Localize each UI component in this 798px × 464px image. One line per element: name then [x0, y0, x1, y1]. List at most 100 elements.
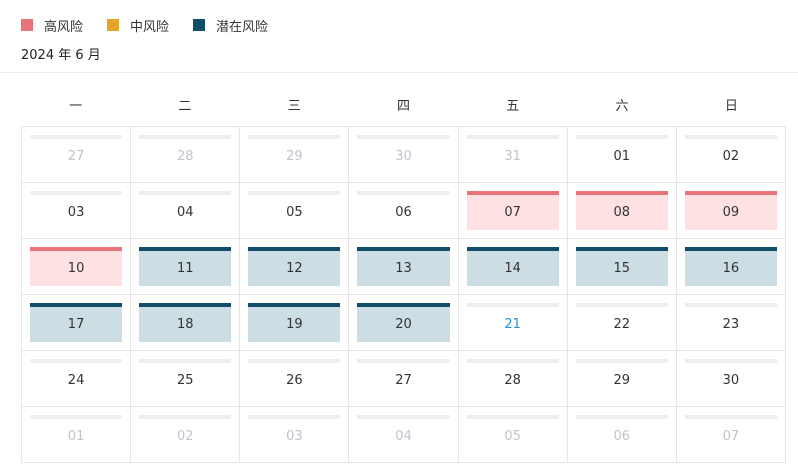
day-marker: 30: [684, 359, 777, 398]
calendar-day-cell[interactable]: 14: [458, 239, 568, 295]
day-number: 30: [395, 149, 412, 164]
day-marker: 26: [248, 359, 341, 398]
calendar-day-cell[interactable]: 13: [349, 239, 459, 295]
calendar-day-cell[interactable]: 21: [458, 295, 568, 351]
day-number: 14: [504, 261, 521, 276]
calendar-day-cell[interactable]: 08: [567, 183, 677, 239]
calendar-day-cell[interactable]: 30: [349, 127, 459, 183]
calendar-day-cell[interactable]: 18: [131, 295, 241, 351]
calendar-day-cell[interactable]: 07: [676, 407, 786, 463]
day-marker: 03: [248, 415, 341, 454]
calendar-day-cell[interactable]: 17: [22, 295, 132, 351]
day-number: 21: [504, 317, 521, 332]
weekday-header: 一二三四五六日: [21, 96, 786, 118]
day-marker: 04: [139, 191, 232, 230]
calendar-day-cell[interactable]: 01: [567, 127, 677, 183]
day-number: 27: [395, 373, 412, 388]
weekday-label: 六: [615, 99, 629, 114]
risk-marker-potential: 19: [248, 303, 341, 342]
calendar-day-cell[interactable]: 24: [22, 351, 132, 407]
day-marker: 02: [139, 415, 232, 454]
calendar-day-cell[interactable]: 07: [458, 183, 568, 239]
calendar-day-cell[interactable]: 23: [676, 295, 786, 351]
day-marker: 24: [30, 359, 123, 398]
calendar-day-cell[interactable]: 03: [22, 183, 132, 239]
day-number: 20: [395, 317, 412, 332]
calendar-day-cell[interactable]: 22: [567, 295, 677, 351]
day-number: 01: [67, 429, 85, 444]
day-marker: 23: [684, 303, 777, 342]
calendar-day-cell[interactable]: 25: [131, 351, 241, 407]
calendar-day-cell[interactable]: 16: [676, 239, 786, 295]
calendar-day-cell[interactable]: 10: [22, 239, 132, 295]
day-number: 16: [722, 261, 740, 276]
day-number: 13: [395, 261, 412, 276]
calendar-day-cell[interactable]: 20: [349, 295, 459, 351]
day-number: 19: [286, 317, 303, 332]
day-number: 07: [504, 205, 521, 220]
month-title: 2024 年 6 月: [21, 48, 101, 63]
day-marker: 04: [357, 415, 450, 454]
calendar-day-cell[interactable]: 11: [131, 239, 241, 295]
day-number: 28: [176, 149, 194, 164]
calendar-day-cell[interactable]: 02: [676, 127, 786, 183]
risk-marker-high: 09: [684, 191, 777, 230]
day-marker: 01: [30, 415, 123, 454]
risk-marker-potential: 14: [466, 247, 559, 286]
day-marker: 05: [466, 415, 559, 454]
risk-marker-potential: 17: [30, 303, 123, 342]
calendar-day-cell[interactable]: 31: [458, 127, 568, 183]
legend-item-high-risk[interactable]: 高风险: [21, 16, 83, 35]
day-number: 10: [67, 261, 85, 276]
legend-item-medium-risk[interactable]: 中风险: [107, 16, 169, 35]
calendar-day-cell[interactable]: 28: [458, 351, 568, 407]
weekday-label: 三: [287, 99, 301, 114]
day-number: 18: [176, 317, 194, 332]
day-number: 25: [176, 373, 194, 388]
calendar-day-cell[interactable]: 19: [240, 295, 350, 351]
weekday-label: 日: [724, 99, 738, 114]
calendar-day-cell[interactable]: 29: [567, 351, 677, 407]
day-number: 09: [722, 205, 740, 220]
header-divider: [0, 72, 798, 73]
calendar-day-cell[interactable]: 06: [349, 183, 459, 239]
weekday-label: 一: [69, 99, 83, 114]
calendar-day-cell[interactable]: 26: [240, 351, 350, 407]
calendar-day-cell[interactable]: 29: [240, 127, 350, 183]
day-number: 15: [613, 261, 631, 276]
calendar-day-cell[interactable]: 04: [349, 407, 459, 463]
day-marker: 27: [357, 359, 450, 398]
calendar-day-cell[interactable]: 02: [131, 407, 241, 463]
day-marker: 21: [466, 303, 559, 342]
calendar-day-cell[interactable]: 06: [567, 407, 677, 463]
calendar-day-cell[interactable]: 04: [131, 183, 241, 239]
calendar-day-cell[interactable]: 27: [349, 351, 459, 407]
risk-marker-potential: 12: [248, 247, 341, 286]
calendar-day-cell[interactable]: 12: [240, 239, 350, 295]
risk-marker-potential: 11: [139, 247, 232, 286]
calendar-day-cell[interactable]: 01: [22, 407, 132, 463]
risk-marker-potential: 16: [684, 247, 777, 286]
day-number: 27: [67, 149, 85, 164]
calendar-day-cell[interactable]: 28: [131, 127, 241, 183]
day-number: 05: [504, 429, 521, 444]
calendar-day-cell[interactable]: 05: [458, 407, 568, 463]
day-marker: 29: [248, 135, 341, 174]
calendar-day-cell[interactable]: 30: [676, 351, 786, 407]
weekday-label: 四: [396, 99, 410, 114]
calendar-day-cell[interactable]: 09: [676, 183, 786, 239]
day-marker: 01: [575, 135, 668, 174]
day-marker: 06: [575, 415, 668, 454]
calendar-day-cell[interactable]: 03: [240, 407, 350, 463]
risk-marker-potential: 18: [139, 303, 232, 342]
day-number: 06: [613, 429, 631, 444]
day-number: 04: [176, 205, 194, 220]
calendar-day-cell[interactable]: 15: [567, 239, 677, 295]
calendar-day-cell[interactable]: 27: [22, 127, 132, 183]
medium-risk-swatch-icon: [107, 19, 120, 31]
risk-marker-high: 10: [30, 247, 123, 286]
day-number: 08: [613, 205, 631, 220]
risk-marker-potential: 20: [357, 303, 450, 342]
legend-item-potential-risk[interactable]: 潜在风险: [193, 16, 268, 35]
calendar-day-cell[interactable]: 05: [240, 183, 350, 239]
